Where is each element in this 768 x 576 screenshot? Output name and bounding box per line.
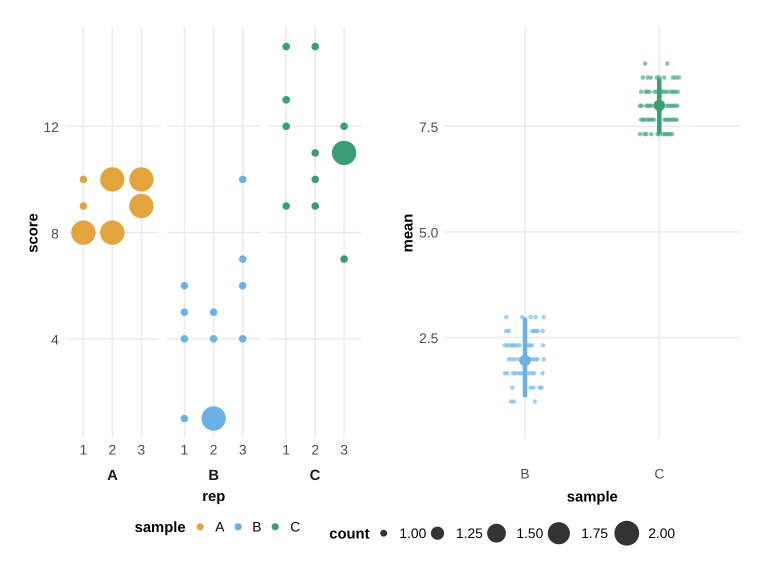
svg-text:score: score — [25, 213, 41, 253]
svg-text:sample: sample — [567, 490, 618, 506]
svg-text:2.00: 2.00 — [648, 526, 675, 541]
svg-text:3: 3 — [138, 442, 146, 457]
svg-text:1: 1 — [80, 442, 88, 457]
svg-text:1.25: 1.25 — [456, 526, 483, 541]
svg-text:B: B — [252, 520, 261, 535]
svg-text:B: B — [520, 466, 529, 481]
svg-text:A: A — [215, 520, 225, 535]
svg-text:rep: rep — [202, 489, 225, 505]
svg-text:C: C — [290, 520, 300, 535]
svg-text:7.5: 7.5 — [419, 120, 439, 135]
svg-text:2.5: 2.5 — [419, 331, 439, 346]
svg-text:5.0: 5.0 — [419, 226, 439, 241]
svg-text:4: 4 — [51, 332, 59, 347]
svg-text:1: 1 — [282, 442, 290, 457]
svg-text:count: count — [329, 526, 369, 542]
svg-text:sample: sample — [135, 520, 186, 536]
svg-text:1.00: 1.00 — [399, 526, 426, 541]
svg-text:2: 2 — [108, 442, 116, 457]
svg-text:C: C — [310, 468, 321, 484]
svg-text:2: 2 — [210, 442, 218, 457]
svg-text:1.50: 1.50 — [516, 526, 543, 541]
svg-text:2: 2 — [311, 442, 319, 457]
svg-text:12: 12 — [43, 120, 58, 135]
svg-text:3: 3 — [340, 442, 348, 457]
svg-text:8: 8 — [51, 226, 59, 241]
svg-text:3: 3 — [239, 442, 247, 457]
svg-text:C: C — [654, 466, 664, 481]
svg-text:1: 1 — [181, 442, 189, 457]
svg-text:B: B — [208, 468, 219, 484]
svg-text:A: A — [107, 468, 118, 484]
svg-text:1.75: 1.75 — [581, 526, 608, 541]
svg-text:mean: mean — [400, 214, 416, 253]
